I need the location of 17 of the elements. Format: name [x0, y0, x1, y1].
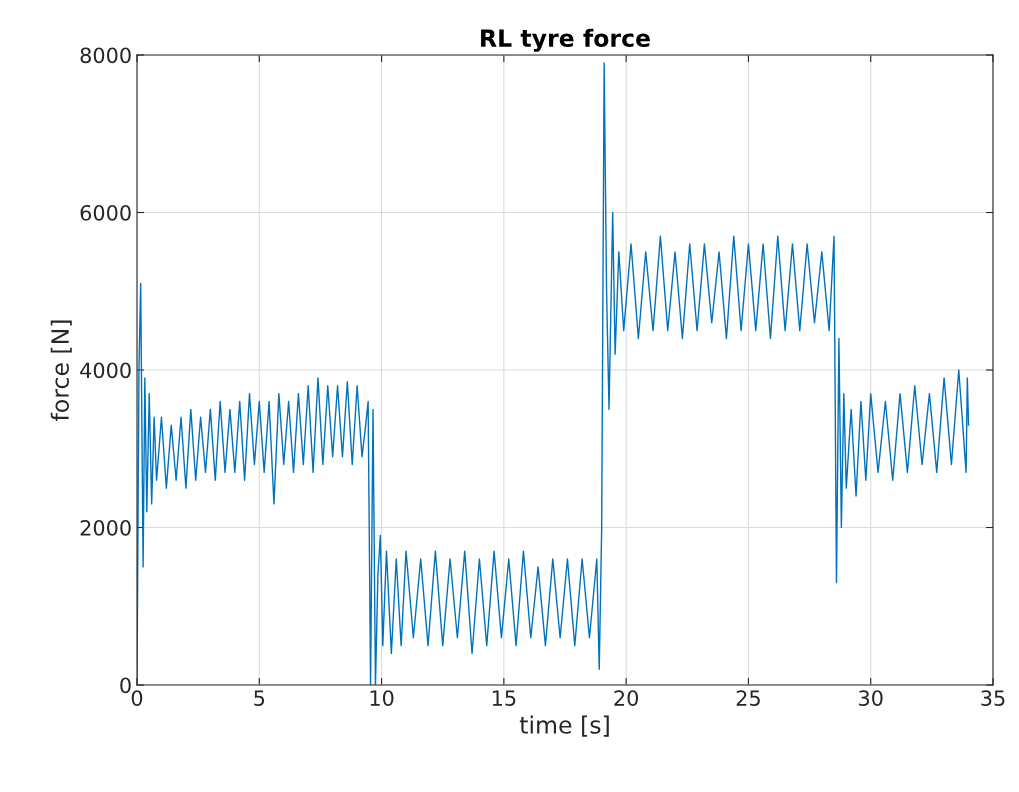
x-tick-label: 10 [370, 690, 394, 706]
x-tick-label: 0 [131, 690, 143, 706]
y-tick-label: 6000 [80, 204, 131, 221]
y-tick-label: 4000 [80, 362, 131, 379]
x-tick-label: 15 [492, 690, 516, 706]
x-axis-title: time [s] [519, 715, 609, 737]
x-tick-label: 25 [736, 690, 760, 706]
y-axis-title: force [N] [50, 320, 72, 421]
x-tick-label: 35 [981, 690, 1005, 706]
line-series [137, 62, 970, 685]
y-tick-label: 0 [120, 677, 131, 694]
y-tick-label: 2000 [80, 519, 131, 536]
x-tick-label: 30 [859, 690, 883, 706]
x-tick-label: 20 [614, 690, 639, 706]
chart-title: RL tyre force [481, 28, 650, 52]
x-tick-label: 5 [254, 690, 265, 706]
y-tick-label: 8000 [80, 47, 131, 64]
